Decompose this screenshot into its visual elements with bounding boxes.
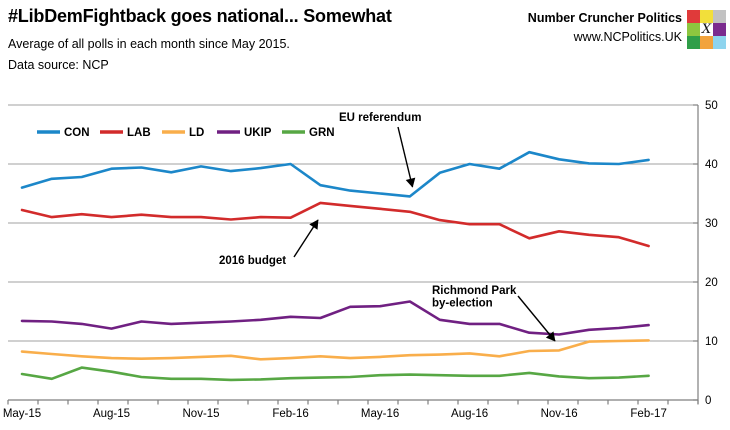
logo-cell (687, 10, 700, 23)
annotation-arrow-budget-2016 (293, 219, 319, 258)
y-axis-label: 40 (705, 159, 718, 171)
y-axis-label: 30 (705, 218, 718, 230)
logo-cell (700, 10, 713, 23)
annotation-label-richmond-park: Richmond Park (432, 285, 517, 297)
page-title: #LibDemFightback goes national... Somewh… (8, 6, 392, 26)
y-axis-label: 0 (705, 395, 711, 407)
legend-item-lab: LAB (100, 127, 151, 139)
annotation-label-budget-2016: 2016 budget (219, 255, 286, 267)
logo-cell (713, 10, 726, 23)
annotation-budget-2016: 2016 budget (219, 219, 319, 267)
y-axis-label: 20 (705, 277, 718, 289)
logo-cell (713, 23, 726, 36)
x-axis-label: May-16 (361, 408, 399, 420)
logo-cell (713, 36, 726, 49)
annotation-eu-referendum: EU referendum (339, 112, 421, 188)
legend-item-con: CON (37, 127, 90, 139)
x-axis-label: Nov-15 (183, 408, 220, 420)
x-axis-label: Aug-16 (451, 408, 488, 420)
series-line-ld (20, 339, 650, 361)
legend-label-lab: LAB (127, 127, 151, 139)
brand-url: www.NCPolitics.UK (573, 29, 682, 44)
y-axis-label: 10 (705, 336, 718, 348)
ncp-logo: X (687, 10, 726, 49)
logo-cell (687, 23, 700, 36)
header: #LibDemFightback goes national... Somewh… (0, 0, 730, 90)
annotation-arrow-eu-referendum (397, 126, 416, 188)
annotation-label-richmond-park: by-election (432, 298, 493, 310)
brand-name: Number Cruncher Politics (527, 11, 682, 25)
subtitle: Average of all polls in each month since… (8, 37, 290, 51)
legend-label-ld: LD (189, 127, 204, 139)
legend-item-ukip: UKIP (217, 127, 272, 139)
brand-block: Number Cruncher Politics www.NCPolitics.… (528, 9, 682, 47)
logo-cell (687, 36, 700, 49)
series-line-ukip (20, 300, 650, 336)
legend-label-grn: GRN (309, 127, 335, 139)
series-line-con (20, 150, 650, 198)
legend-label-ukip: UKIP (244, 127, 272, 139)
y-axis-label: 50 (705, 100, 718, 112)
legend-label-con: CON (64, 127, 90, 139)
logo-letter-x: X (700, 22, 713, 37)
x-axis-label: Feb-17 (630, 408, 666, 420)
series-line-grn (20, 366, 650, 382)
series-line-lab (20, 201, 650, 248)
x-axis-label: May-15 (3, 408, 41, 420)
legend-item-ld: LD (162, 127, 204, 139)
annotation-arrow-richmond-park (517, 295, 556, 342)
x-axis-label: Aug-15 (93, 408, 130, 420)
data-source: Data source: NCP (8, 58, 109, 72)
legend-item-grn: GRN (282, 127, 335, 139)
x-axis-label: Feb-16 (272, 408, 308, 420)
annotation-label-eu-referendum: EU referendum (339, 112, 421, 124)
logo-cell (700, 36, 713, 49)
x-axis-label: Nov-16 (541, 408, 578, 420)
